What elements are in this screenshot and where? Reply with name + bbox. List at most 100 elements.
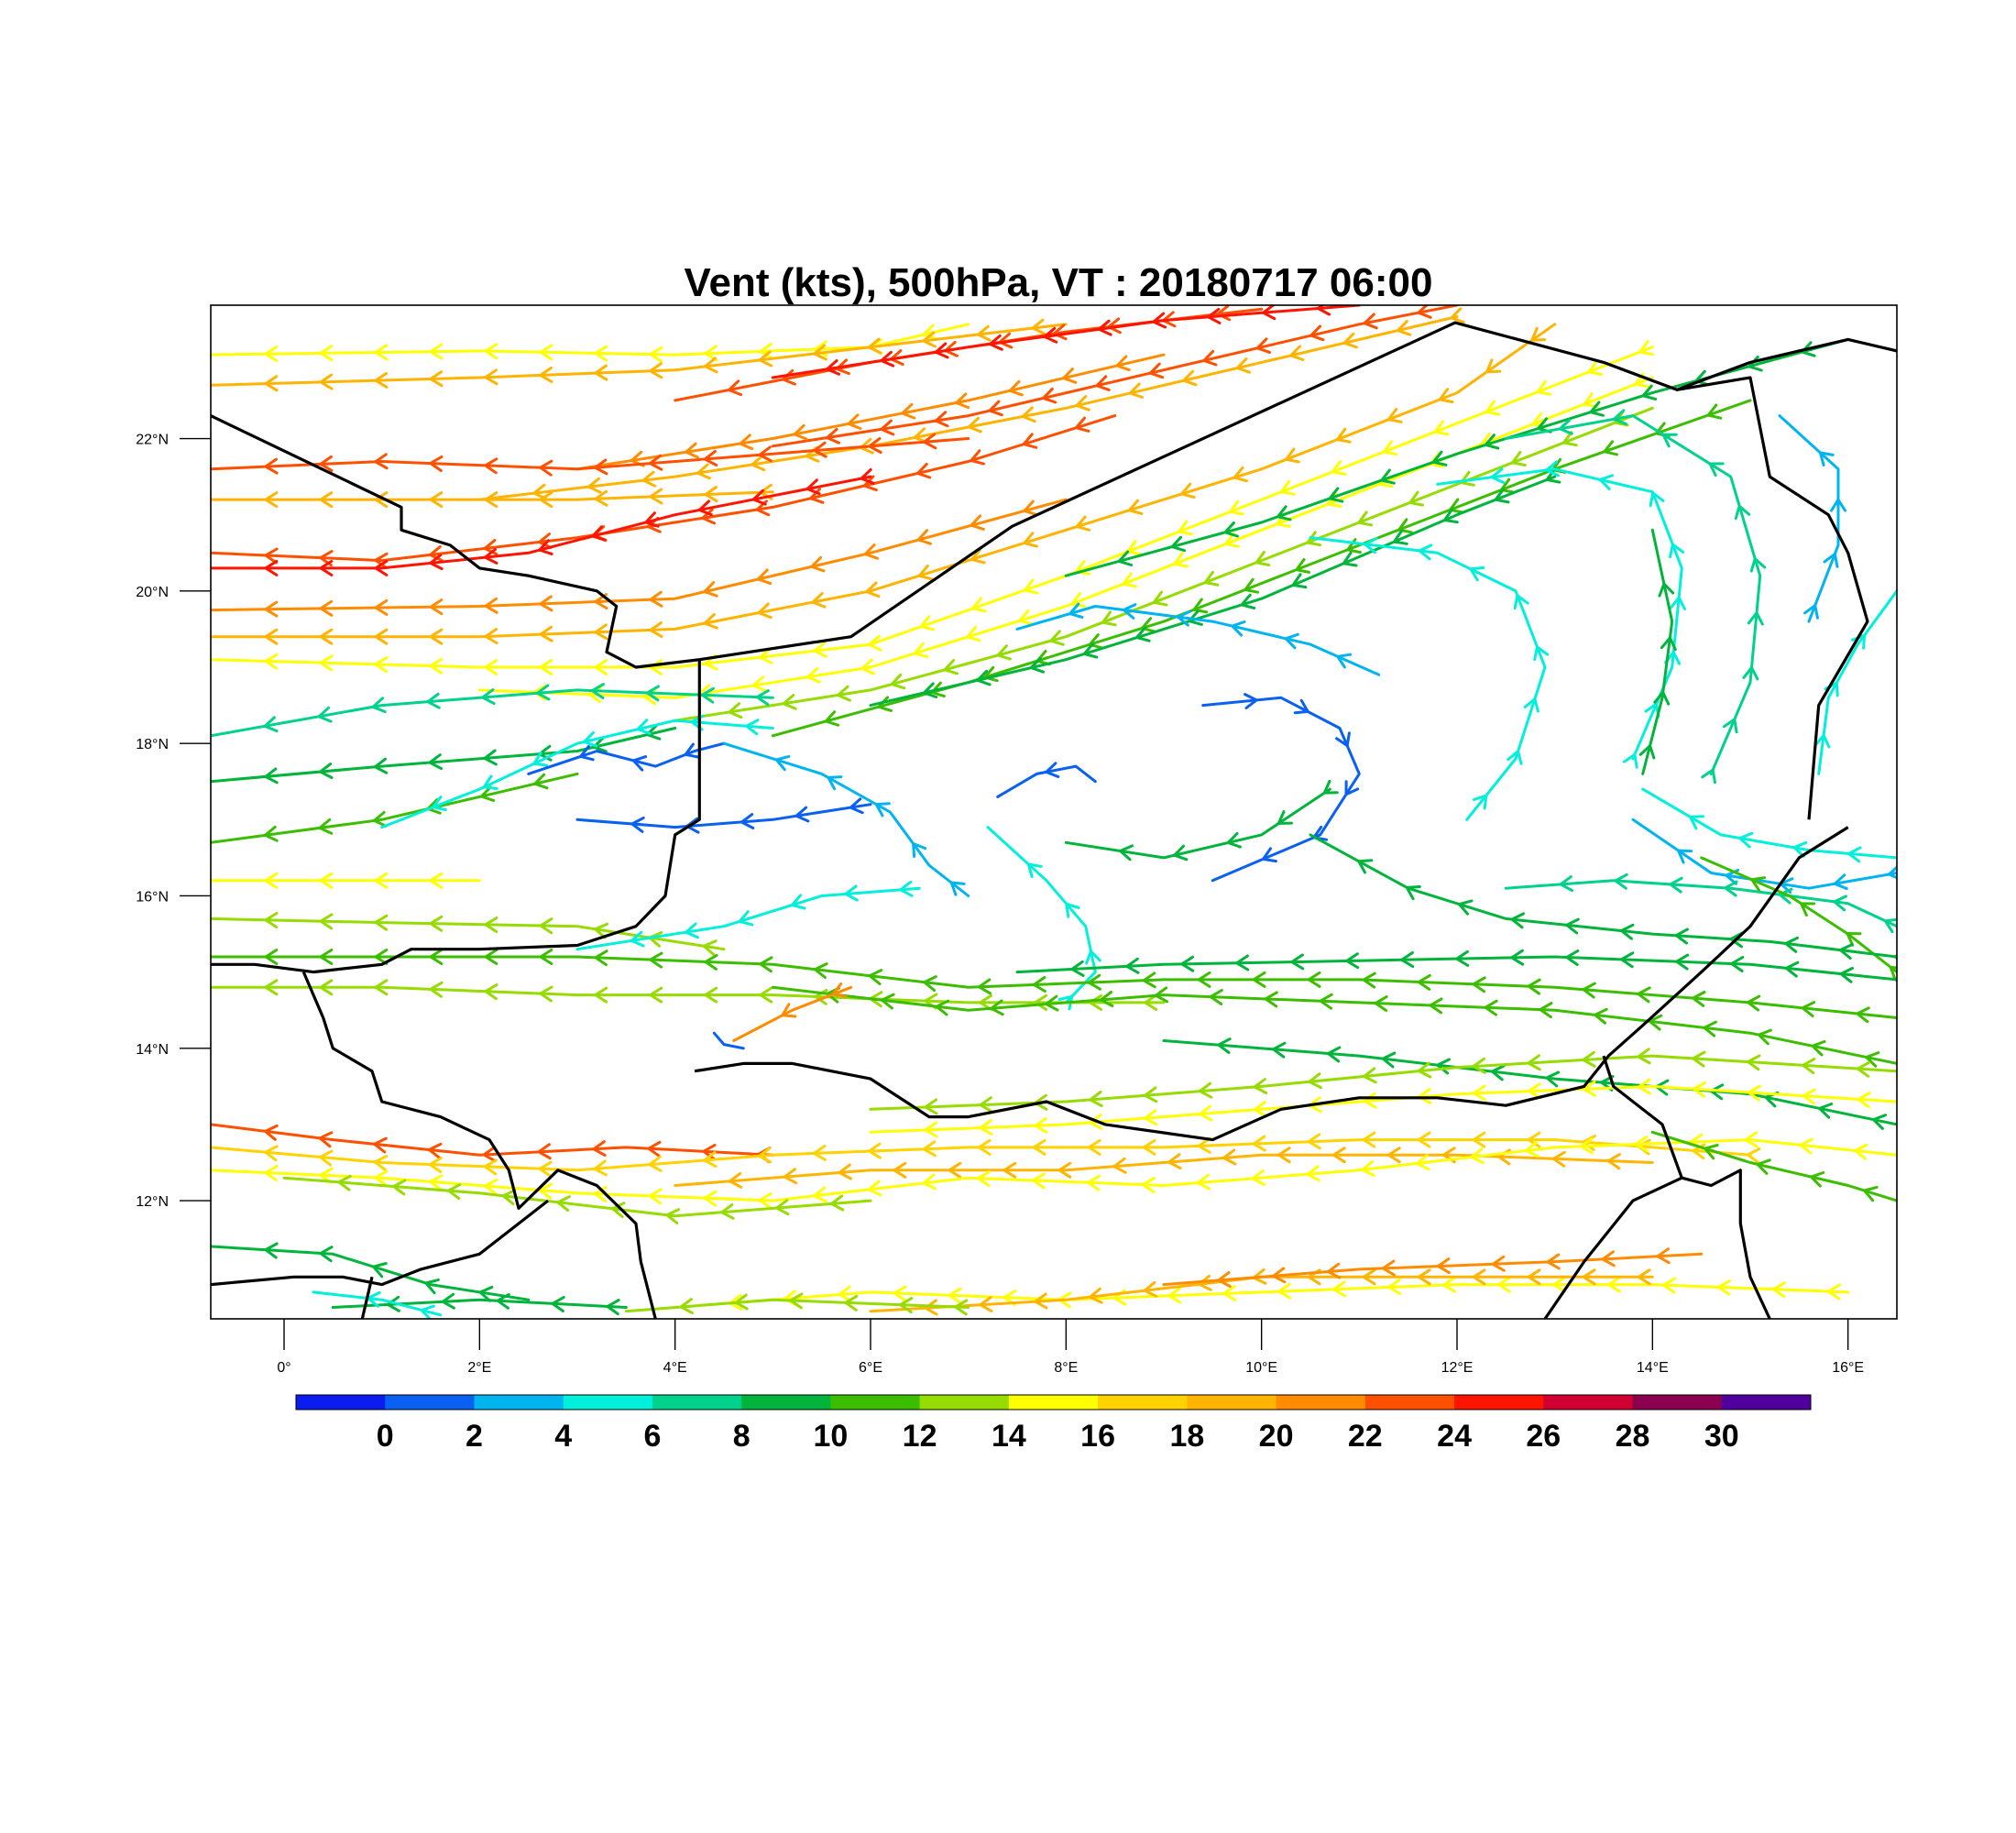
wind-chevron <box>1135 626 1151 642</box>
wind-chevron <box>374 559 389 576</box>
wind-chevron <box>1565 917 1580 935</box>
wind-chevron <box>1101 610 1117 627</box>
wind-chevron <box>813 344 827 361</box>
wind-chevron <box>1276 810 1293 825</box>
wind-chevron <box>1209 989 1223 1005</box>
wind-chevron <box>1579 1137 1594 1155</box>
wind-chevron <box>648 454 663 471</box>
streamline-44 <box>1309 833 1897 959</box>
wind-chevron <box>1222 1285 1237 1301</box>
wind-chevron <box>317 706 333 723</box>
wind-chevron <box>899 880 914 897</box>
wind-chevron <box>1530 326 1547 342</box>
wind-chevron <box>538 1182 553 1200</box>
wind-chevron <box>813 441 827 458</box>
wind-chevron <box>649 346 663 363</box>
wind-chevron <box>1603 440 1618 456</box>
wind-chevron <box>539 949 553 965</box>
wind-chevron <box>917 565 934 581</box>
wind-chevron <box>1397 320 1412 336</box>
wind-chevron <box>590 683 605 699</box>
wind-chevron <box>630 816 645 833</box>
wind-chevron <box>579 745 595 762</box>
wind-chevron <box>1309 324 1325 342</box>
wind-chevron <box>1089 993 1102 1011</box>
wind-chevron <box>838 1285 852 1302</box>
wind-chevron <box>533 773 549 790</box>
streamline-27 <box>722 741 970 897</box>
wind-chevron <box>1614 873 1628 890</box>
wind-chevron <box>880 419 895 436</box>
wind-chevron <box>1601 1250 1616 1268</box>
streamline-22 <box>380 719 774 829</box>
wind-chevron <box>970 548 986 565</box>
wind-chevron <box>935 999 950 1016</box>
wind-chevron <box>1173 844 1189 862</box>
wind-chevron <box>781 1003 797 1018</box>
wind-chevron <box>583 730 598 748</box>
wind-chevron <box>646 724 662 741</box>
wind-chevron <box>1397 518 1413 534</box>
wind-chevron <box>1533 645 1550 662</box>
wind-chevron <box>1127 499 1144 515</box>
wind-chevron <box>374 656 389 674</box>
colorbar-label: 0 <box>377 1419 394 1454</box>
wind-chevron <box>1380 468 1396 485</box>
wind-chevron <box>371 697 387 714</box>
wind-chevron <box>1598 474 1614 490</box>
wind-chevron <box>1290 953 1305 971</box>
wind-chevron <box>1443 508 1459 524</box>
wind-chevron <box>1863 1185 1879 1202</box>
wind-chevron <box>1747 1147 1761 1164</box>
wind-chevron <box>1295 557 1310 574</box>
wind-chevron <box>1582 1080 1596 1097</box>
wind-chevron <box>1472 976 1486 993</box>
wind-chevron <box>424 1278 440 1295</box>
wind-chevron <box>970 449 985 466</box>
wind-chevron <box>1253 1078 1268 1094</box>
wind-chevron <box>923 975 937 992</box>
wind-chevron <box>751 455 766 472</box>
wind-chevron <box>1706 403 1723 420</box>
wind-chevron <box>745 719 760 736</box>
wind-chevron <box>1485 358 1502 374</box>
wind-chevron <box>893 1285 907 1302</box>
wind-chevron <box>867 634 882 652</box>
wind-chevron <box>1328 487 1344 503</box>
wind-chevron <box>594 623 608 641</box>
wind-chevron <box>758 350 773 368</box>
streamline-0 <box>211 323 970 357</box>
wind-chevron <box>1117 550 1134 566</box>
wind-chevron <box>1052 324 1068 341</box>
wind-chevron <box>373 1136 388 1154</box>
wind-chevron <box>880 350 895 368</box>
wind-chevron <box>1089 1287 1103 1304</box>
wind-chevron <box>429 491 444 509</box>
wind-chevron <box>1272 1041 1287 1059</box>
wind-chevron <box>374 914 389 931</box>
border-line-8 <box>360 1276 374 1319</box>
wind-chevron <box>539 367 553 383</box>
wind-chevron <box>594 659 608 675</box>
wind-chevron <box>429 915 444 932</box>
wind-chevron <box>1229 499 1244 516</box>
colorbar-swatch <box>919 1395 1010 1410</box>
wind-chevron <box>539 595 553 612</box>
wind-chevron <box>1692 1050 1706 1068</box>
wind-chevron <box>1223 521 1239 538</box>
wind-chevron <box>1032 1172 1046 1190</box>
streamline-10 <box>211 475 872 570</box>
colorbar-swatch <box>385 1395 475 1410</box>
wind-chevron <box>1839 966 1854 983</box>
wind-chevron <box>264 457 279 475</box>
wind-chevron <box>1830 498 1846 512</box>
wind-chevron <box>758 1192 772 1209</box>
wind-chevron <box>1008 379 1024 397</box>
wind-chevron <box>1125 957 1140 974</box>
wind-chevron <box>484 628 499 644</box>
wind-chevron <box>704 357 718 374</box>
wind-chevron <box>1285 447 1300 464</box>
wind-chevron <box>810 555 826 573</box>
wind-chevron <box>1144 1086 1158 1103</box>
wind-chevron <box>1661 433 1678 448</box>
